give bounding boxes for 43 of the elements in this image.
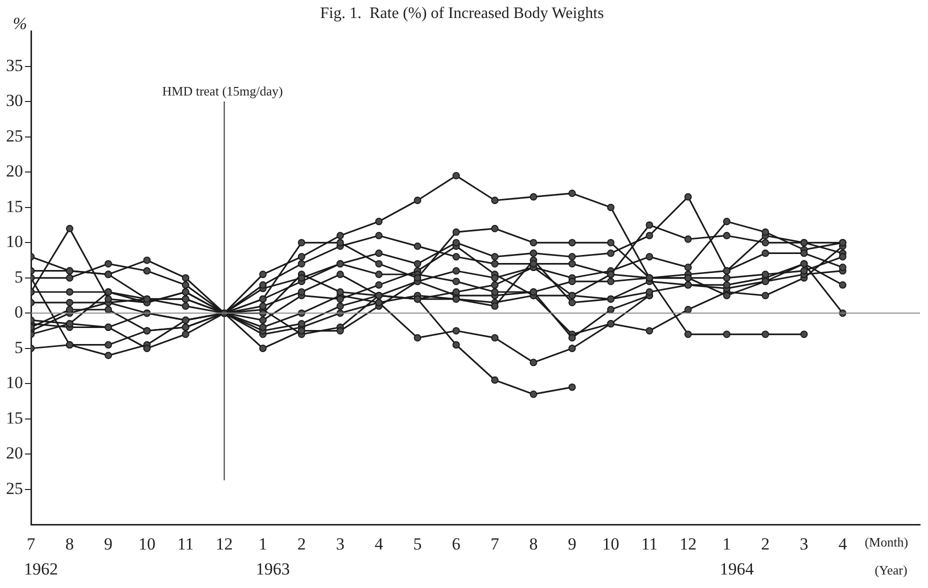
x-tick-label: 12 xyxy=(216,534,233,554)
x-tick-label: 7 xyxy=(490,534,500,554)
y-tick-label: 35 xyxy=(6,56,23,75)
x-tick-label: 8 xyxy=(65,534,74,554)
x-tick-label: 10 xyxy=(602,534,620,554)
text: 1964 xyxy=(720,560,754,579)
ref-line-label: HMD treat (15mg/day) xyxy=(162,83,283,98)
x-tick-label: 2 xyxy=(297,534,306,554)
chart-title: Fig. 1. Rate (%) of Increased Body Weights xyxy=(320,4,604,22)
x-tick-label: 3 xyxy=(800,534,808,554)
y-tick-label: 20 xyxy=(6,444,23,463)
y-tick-label: 20 xyxy=(6,162,23,181)
x-tick-label: 8 xyxy=(529,534,538,554)
x-tick-label: 9 xyxy=(568,534,576,554)
x-tick-label: 10 xyxy=(138,534,156,554)
x-tick-label: 4 xyxy=(374,534,384,554)
x-tick-label: 7 xyxy=(26,534,36,554)
x-axis-title: (Month) xyxy=(864,534,908,550)
y-tick-label: 5 xyxy=(14,338,23,357)
text: (Year) xyxy=(874,562,908,578)
x-tick-label: 5 xyxy=(413,534,422,554)
text: 1963 xyxy=(256,560,290,579)
x-tick-label: 1 xyxy=(722,534,731,554)
y-tick-label: 30 xyxy=(6,91,23,110)
x-tick-label: 11 xyxy=(177,534,194,554)
x-tick-label: 1 xyxy=(258,534,268,554)
y-tick-label: 0 xyxy=(14,302,23,322)
y-tick-label: 25 xyxy=(6,126,23,146)
y-tick-label: 10 xyxy=(6,232,23,252)
x-tick-label: 4 xyxy=(838,534,848,554)
y-tick-label: 25 xyxy=(6,478,23,498)
x-tick-label: 3 xyxy=(336,534,344,554)
x-tick-label: 2 xyxy=(761,534,770,554)
x-tick-label: 9 xyxy=(104,534,113,554)
y-tick-label: 15 xyxy=(6,196,23,216)
y-tick-label: 10 xyxy=(6,373,23,392)
text: 1962 xyxy=(24,560,58,579)
y-axis-title: % xyxy=(12,14,27,34)
x-tick-label: 11 xyxy=(641,534,658,554)
y-tick-label: 5 xyxy=(14,267,23,286)
y-tick-label: 15 xyxy=(6,408,23,428)
x-tick-label: 6 xyxy=(452,534,460,554)
x-tick-label: 12 xyxy=(680,534,697,554)
